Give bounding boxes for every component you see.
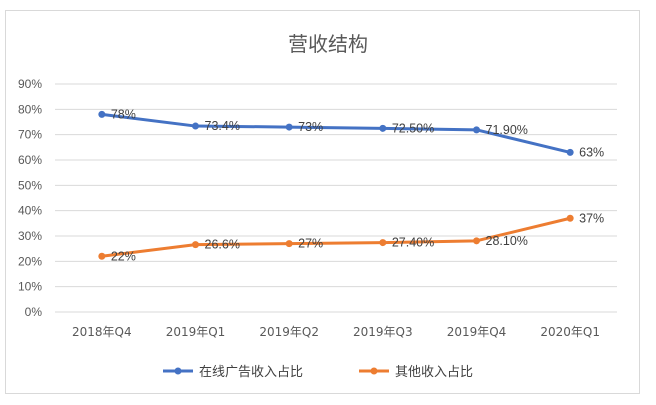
data-point (192, 122, 199, 130)
data-point (473, 237, 480, 245)
data-point (566, 148, 574, 156)
chart-title: 营收结构 (288, 32, 368, 56)
legend-marker (174, 367, 182, 375)
data-label: 37% (579, 211, 604, 225)
data-label: 71.90% (486, 123, 528, 137)
x-tick-label: 2019年Q4 (447, 325, 507, 339)
y-tick-label: 70% (18, 128, 42, 142)
y-tick-label: 20% (18, 254, 42, 268)
series-line (100, 216, 572, 258)
x-tick-label: 2019年Q3 (353, 325, 413, 339)
data-point (192, 241, 199, 249)
data-label: 26.6% (205, 238, 240, 252)
y-tick-label: 30% (18, 229, 42, 243)
y-tick-label: 0% (25, 305, 43, 319)
y-tick-label: 10% (18, 280, 42, 294)
data-point (379, 124, 387, 132)
data-point (379, 239, 387, 247)
data-label: 27% (298, 237, 323, 251)
y-tick-label: 60% (18, 153, 42, 167)
data-label: 73% (298, 120, 323, 134)
data-point (285, 240, 293, 248)
y-tick-label: 50% (18, 178, 42, 192)
x-tick-label: 2018年Q4 (72, 325, 132, 339)
series-line (100, 112, 572, 154)
data-point (98, 252, 106, 260)
x-tick-label: 2020年Q1 (540, 325, 600, 339)
y-tick-label: 40% (18, 204, 42, 218)
data-label: 28.10% (486, 234, 528, 248)
data-label: 73.4% (205, 119, 240, 133)
data-label: 27.40% (392, 236, 434, 250)
data-label: 78% (111, 107, 136, 121)
legend-label: 在线广告收入占比 (199, 365, 303, 380)
chart-frame (5, 10, 640, 394)
legend-marker (370, 367, 378, 375)
data-point (98, 110, 106, 118)
y-tick-label: 90% (18, 77, 42, 91)
x-tick-label: 2019年Q2 (259, 325, 319, 339)
data-label: 63% (579, 145, 604, 159)
data-point (566, 214, 574, 222)
data-point (473, 126, 480, 134)
data-point (285, 123, 293, 131)
y-tick-label: 80% (18, 102, 42, 116)
legend-label: 其他收入占比 (395, 365, 473, 380)
data-label: 72.50% (392, 121, 434, 135)
x-tick-label: 2019年Q1 (166, 325, 226, 339)
data-label: 22% (111, 249, 136, 263)
